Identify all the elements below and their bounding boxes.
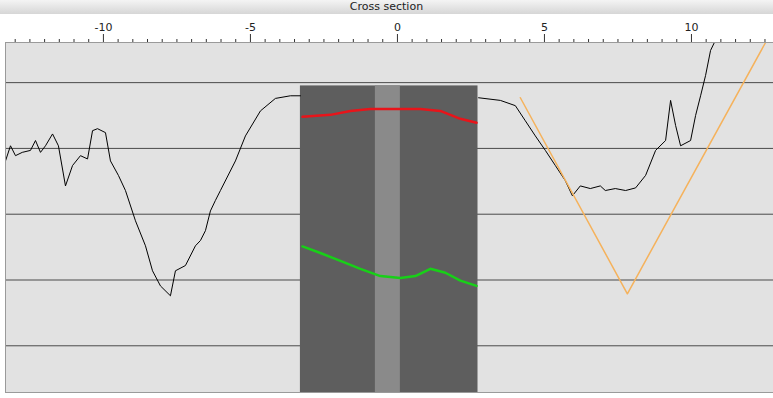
- svg-text:5: 5: [541, 21, 548, 34]
- svg-text:0: 0: [394, 21, 401, 34]
- svg-text:10: 10: [684, 21, 698, 34]
- svg-text:-5: -5: [245, 21, 256, 34]
- html-text:Cross section: Cross section: [349, 0, 424, 13]
- svg-text:-10: -10: [94, 21, 112, 34]
